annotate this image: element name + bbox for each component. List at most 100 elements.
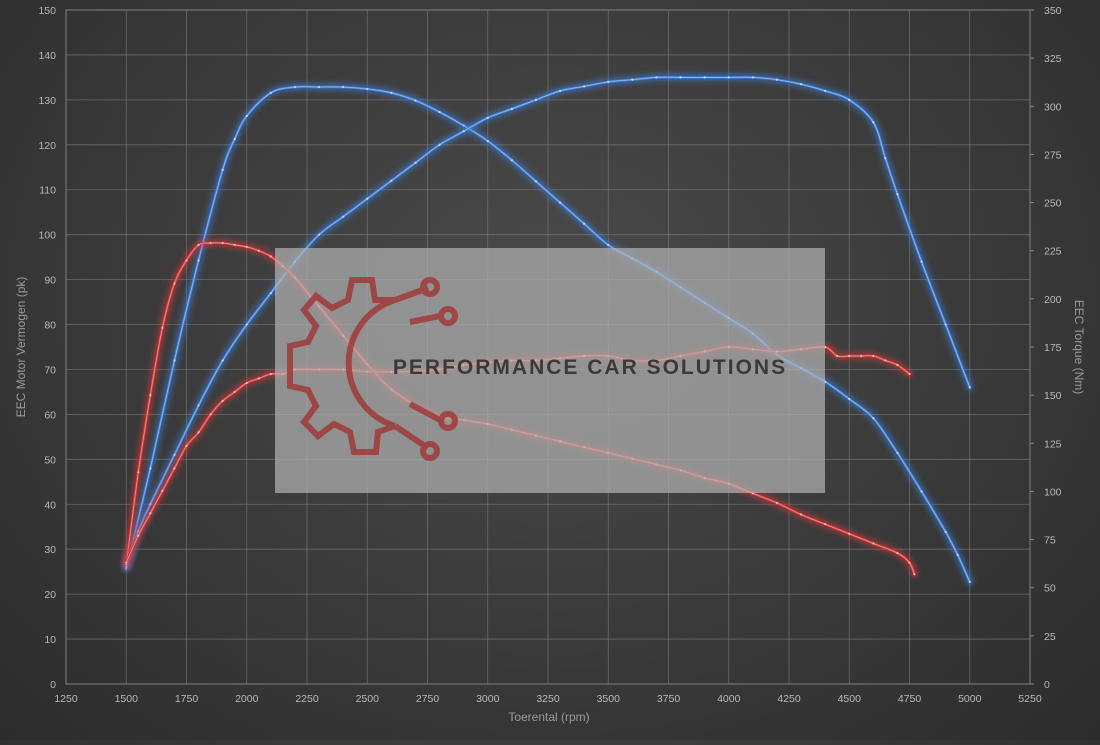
- series-point: [173, 453, 176, 456]
- series-point: [896, 551, 899, 555]
- series-point: [438, 143, 441, 146]
- series-point: [438, 110, 441, 114]
- series-point: [968, 580, 971, 584]
- series-point: [257, 377, 260, 380]
- watermark-text: PERFORMANCE CAR SOLUTIONS: [393, 356, 787, 379]
- y-right-tick-label: 150: [1044, 390, 1062, 402]
- series-point: [558, 201, 562, 204]
- y-right-tick-label: 275: [1044, 149, 1062, 161]
- series-point: [920, 260, 923, 263]
- x-tick-label: 1750: [175, 693, 199, 705]
- x-tick-label: 2500: [356, 693, 380, 705]
- series-point: [233, 390, 236, 394]
- y-left-tick-label: 140: [38, 50, 56, 62]
- series-point: [534, 98, 538, 101]
- y-left-tick-label: 60: [44, 409, 56, 421]
- series-point: [245, 245, 248, 248]
- y-left-tick-label: 0: [50, 679, 56, 691]
- series-point: [185, 444, 188, 447]
- y-left-tick-label: 110: [39, 185, 56, 197]
- x-tick-label: 1500: [115, 693, 139, 705]
- y-right-tick-label: 125: [1044, 438, 1062, 450]
- y-right-tick-label: 50: [1044, 583, 1056, 595]
- series-point: [161, 489, 164, 492]
- x-tick-label: 2250: [295, 693, 319, 705]
- series-point: [607, 243, 610, 247]
- series-point: [607, 80, 610, 83]
- series-point: [872, 417, 875, 420]
- series-point: [655, 76, 658, 79]
- y-left-tick-label: 70: [44, 364, 56, 376]
- y-left-tick-label: 10: [44, 634, 56, 646]
- y-left-tick-label: 120: [38, 140, 56, 152]
- series-point: [751, 76, 754, 79]
- series-point: [173, 359, 176, 362]
- series-point: [703, 76, 706, 79]
- series-point: [836, 354, 839, 358]
- series-point: [390, 91, 393, 94]
- x-tick-label: 2000: [235, 693, 259, 705]
- y-left-tick-label: 40: [44, 499, 56, 511]
- series-point: [848, 397, 851, 401]
- series-point: [342, 85, 345, 89]
- x-tick-label: 2750: [416, 693, 440, 705]
- series-point: [679, 76, 682, 79]
- series-point: [293, 85, 297, 89]
- series-point: [968, 386, 971, 389]
- series-point: [944, 323, 947, 326]
- series-point: [462, 130, 465, 133]
- series-point: [317, 233, 321, 236]
- x-tick-label: 3250: [536, 693, 560, 705]
- series-point: [366, 197, 369, 200]
- series-blue-left: [122, 73, 974, 571]
- series-point: [149, 503, 152, 506]
- series-point: [366, 87, 369, 91]
- series-point: [510, 107, 513, 110]
- y-right-tick-label: 75: [1044, 535, 1056, 547]
- series-point: [896, 363, 899, 367]
- y-right-tick-label: 175: [1044, 342, 1062, 354]
- series-point: [137, 534, 140, 537]
- series-point: [221, 168, 224, 171]
- series-point: [209, 413, 212, 416]
- series-point: [125, 561, 128, 564]
- series-point: [269, 372, 272, 376]
- series-point: [486, 139, 489, 143]
- series-point: [848, 354, 851, 358]
- series-point: [185, 259, 188, 262]
- x-tick-label: 5000: [958, 693, 982, 705]
- series-point: [149, 394, 152, 397]
- series-point: [269, 255, 272, 258]
- series-point: [631, 78, 634, 81]
- x-axis-label: Toerental (rpm): [508, 710, 589, 724]
- series-point: [149, 467, 152, 470]
- series-point: [884, 157, 887, 160]
- y-right-tick-label: 225: [1044, 246, 1062, 258]
- series-point: [896, 451, 899, 455]
- y-left-tick-label: 90: [44, 275, 56, 287]
- y-left-tick-label: 20: [44, 589, 56, 601]
- series-point: [233, 137, 236, 141]
- series-point: [583, 222, 586, 225]
- series-point: [583, 85, 586, 88]
- y-axis-right-label: EEC Torque (Nm): [1072, 300, 1086, 394]
- y-left-tick-label: 30: [44, 544, 56, 556]
- series-point: [197, 259, 200, 262]
- series-point: [799, 83, 803, 86]
- series-point: [908, 561, 911, 564]
- series-point: [197, 431, 200, 434]
- series-point: [534, 180, 538, 183]
- x-tick-label: 5250: [1018, 693, 1042, 705]
- series-point: [956, 553, 959, 557]
- series-point: [245, 323, 248, 326]
- series-point: [317, 85, 321, 89]
- series-point: [245, 381, 248, 385]
- y-left-tick-label: 100: [38, 230, 56, 242]
- series-point: [944, 530, 947, 533]
- x-tick-label: 3500: [597, 693, 621, 705]
- series-point: [197, 404, 200, 407]
- x-tick-label: 4500: [838, 693, 862, 705]
- y-right-tick-label: 25: [1044, 631, 1056, 643]
